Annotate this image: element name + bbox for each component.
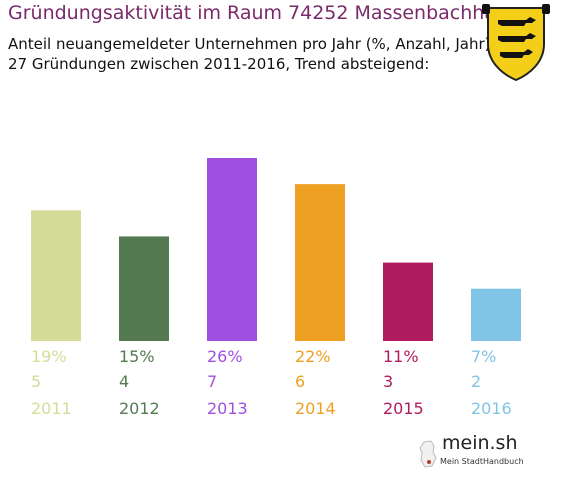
coat-of-arms-icon bbox=[482, 4, 550, 82]
bar-2011 bbox=[31, 210, 81, 341]
count-label-2012: 4 bbox=[119, 372, 129, 391]
germany-map-icon bbox=[419, 440, 437, 468]
count-label-2015: 3 bbox=[383, 372, 393, 391]
percent-label-2014: 22% bbox=[295, 347, 331, 366]
year-label-2015: 2015 bbox=[383, 399, 424, 418]
percent-label-2015: 11% bbox=[383, 347, 419, 366]
bar-2014 bbox=[295, 184, 345, 341]
year-label-2012: 2012 bbox=[119, 399, 160, 418]
chart-title: Gründungsaktivität im Raum 74252 Massenb… bbox=[8, 2, 542, 24]
year-label-2013: 2013 bbox=[207, 399, 248, 418]
count-label-2014: 6 bbox=[295, 372, 305, 391]
count-label-2011: 5 bbox=[31, 372, 41, 391]
percent-label-2016: 7% bbox=[471, 347, 496, 366]
subtitle-line-1: Anteil neuangemeldeter Unternehmen pro J… bbox=[8, 35, 491, 53]
bar-2016 bbox=[471, 288, 521, 341]
chart-subtitle: Anteil neuangemeldeter Unternehmen pro J… bbox=[8, 34, 491, 74]
count-label-2016: 2 bbox=[471, 372, 481, 391]
bar-2013 bbox=[207, 158, 257, 341]
bar-2012 bbox=[119, 236, 169, 341]
bar-2015 bbox=[383, 262, 433, 341]
percent-label-2011: 19% bbox=[31, 347, 67, 366]
count-label-2013: 7 bbox=[207, 372, 217, 391]
year-label-2011: 2011 bbox=[31, 399, 72, 418]
percent-label-2013: 26% bbox=[207, 347, 243, 366]
subtitle-line-2: 27 Gründungen zwischen 2011-2016, Trend … bbox=[8, 55, 430, 73]
year-label-2014: 2014 bbox=[295, 399, 336, 418]
logo-tagline: Mein StadtHandbuch bbox=[440, 457, 524, 466]
logo-brand: mein.sh bbox=[442, 432, 518, 454]
year-label-2016: 2016 bbox=[471, 399, 512, 418]
mein-sh-logo: mein.sh Mein StadtHandbuch bbox=[418, 432, 538, 474]
percent-label-2012: 15% bbox=[119, 347, 155, 366]
